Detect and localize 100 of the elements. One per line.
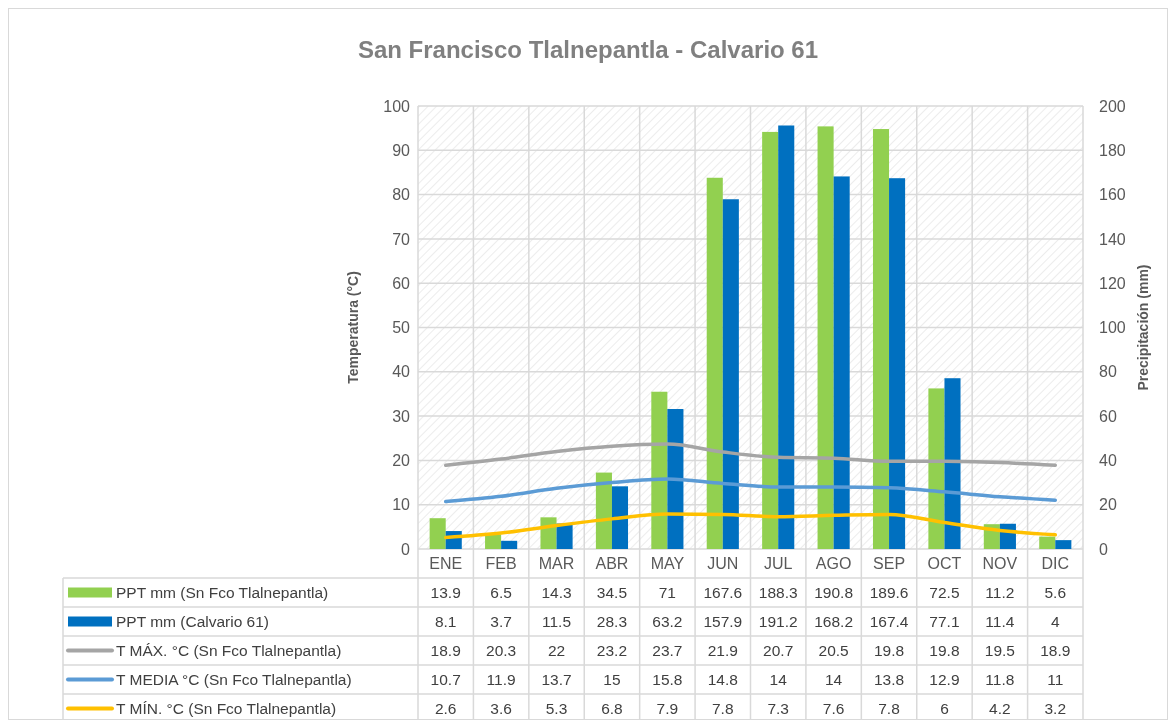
data-label: 19.8 [929, 641, 960, 659]
y-tick-label: 40 [392, 363, 411, 381]
data-label: 13.8 [873, 670, 905, 688]
data-label: 14 [769, 670, 788, 688]
legend-label: T MEDIA °C (Sn Fco Tlalnepantla) [116, 670, 352, 688]
bar [501, 540, 518, 549]
legend-label: T MÁX. °C (Sn Fco Tlalnepantla) [116, 641, 342, 659]
data-label: 14 [825, 670, 843, 688]
data-label: 13.9 [430, 583, 461, 601]
data-label: 19.5 [984, 641, 1015, 659]
x-tick-label: MAY [650, 555, 685, 573]
data-label: 168.2 [814, 612, 854, 630]
x-tick-label: JUL [763, 555, 793, 573]
data-label: 21.9 [707, 641, 738, 659]
data-label: 71 [658, 583, 676, 601]
data-label: 2.6 [434, 699, 457, 717]
data-label: 19.8 [873, 641, 905, 659]
y-tick-label: 90 [392, 141, 411, 159]
y2-tick-label: 20 [1099, 496, 1117, 514]
x-tick-label: MAR [538, 555, 575, 573]
y-tick-label: 0 [401, 540, 411, 558]
data-label: 157.9 [703, 612, 743, 630]
data-label: 23.7 [652, 641, 683, 659]
data-label: 188.3 [758, 583, 798, 601]
x-tick-label: OCT [927, 555, 962, 573]
data-label: 167.6 [703, 583, 743, 601]
y-tick-label: 50 [392, 319, 411, 337]
bar [817, 126, 834, 549]
data-label: 72.5 [929, 583, 960, 601]
data-label: 23.2 [596, 641, 628, 659]
x-tick-label: SEP [873, 555, 906, 573]
bar [778, 125, 795, 549]
x-tick-label: NOV [982, 555, 1018, 573]
data-label: 18.9 [1040, 641, 1071, 659]
x-tick-label: ENE [429, 555, 463, 573]
y2-tick-label: 80 [1099, 363, 1117, 381]
x-tick-label: ABR [595, 555, 629, 573]
data-label: 3.6 [490, 699, 512, 717]
data-label: 77.1 [929, 612, 960, 630]
y-tick-label: 80 [392, 186, 411, 204]
data-label: 190.8 [814, 583, 854, 601]
bar [833, 176, 850, 549]
bar [762, 131, 779, 549]
data-label: 3.7 [490, 612, 512, 630]
y2-axis-title: Precipitación (mm) [1135, 264, 1151, 391]
line-series [443, 442, 1058, 468]
legend-label: T MÍN. °C (Sn Fco Tlalnepantla) [116, 699, 337, 717]
bar [706, 177, 723, 549]
x-tick-label: JUN [707, 555, 739, 573]
y2-tick-label: 200 [1099, 97, 1126, 115]
bar [928, 388, 945, 549]
x-tick-label: FEB [485, 555, 517, 573]
bar [1055, 540, 1072, 549]
bar [651, 391, 668, 549]
data-label: 14.8 [707, 670, 738, 688]
data-label: 7.8 [878, 699, 900, 717]
data-label: 3.2 [1044, 699, 1067, 717]
data-label: 34.5 [596, 583, 628, 601]
y-axis-title: Temperatura (°C) [345, 271, 361, 384]
data-label: 6.5 [490, 583, 512, 601]
bar [872, 129, 890, 549]
y2-tick-label: 160 [1099, 186, 1126, 204]
line-series [443, 477, 1058, 504]
bar [611, 486, 629, 549]
data-label: 4.2 [989, 699, 1011, 717]
y2-tick-label: 120 [1099, 274, 1126, 292]
y-tick-label: 60 [392, 274, 411, 292]
data-label: 11.5 [542, 612, 572, 630]
data-label: 8.1 [434, 612, 457, 630]
legend-label: PPT mm (Sn Fco Tlalnepantla) [116, 583, 329, 601]
y2-tick-label: 140 [1099, 230, 1126, 248]
data-label: 7.9 [656, 699, 679, 717]
data-label: 11.8 [985, 670, 1015, 688]
data-label: 10.7 [430, 670, 461, 688]
y-tick-label: 10 [392, 496, 411, 514]
y-tick-label: 30 [392, 407, 411, 425]
data-label: 14.3 [541, 583, 572, 601]
data-label: 15.8 [652, 670, 683, 688]
data-label: 7.8 [712, 699, 734, 717]
legend-label: PPT mm (Calvario 61) [116, 612, 270, 630]
y-tick-label: 20 [392, 452, 411, 469]
line-series [443, 512, 1058, 540]
bar [485, 534, 502, 549]
data-label: 189.6 [869, 583, 909, 601]
bar [1039, 536, 1056, 549]
data-label: 167.4 [869, 612, 909, 630]
bar [722, 199, 739, 549]
data-label: 28.3 [596, 612, 628, 630]
y2-tick-label: 40 [1099, 452, 1117, 469]
data-label: 11.2 [985, 583, 1015, 601]
data-label: 11.9 [486, 670, 516, 688]
data-label: 191.2 [758, 612, 798, 630]
y2-tick-label: 180 [1099, 141, 1126, 159]
y-tick-label: 100 [383, 97, 411, 115]
x-tick-label: DIC [1041, 555, 1070, 573]
bar [889, 178, 906, 549]
data-label: 13.7 [541, 670, 572, 688]
y-tick-label: 70 [392, 230, 411, 248]
data-label: 63.2 [652, 612, 683, 630]
y2-tick-label: 0 [1099, 540, 1108, 558]
